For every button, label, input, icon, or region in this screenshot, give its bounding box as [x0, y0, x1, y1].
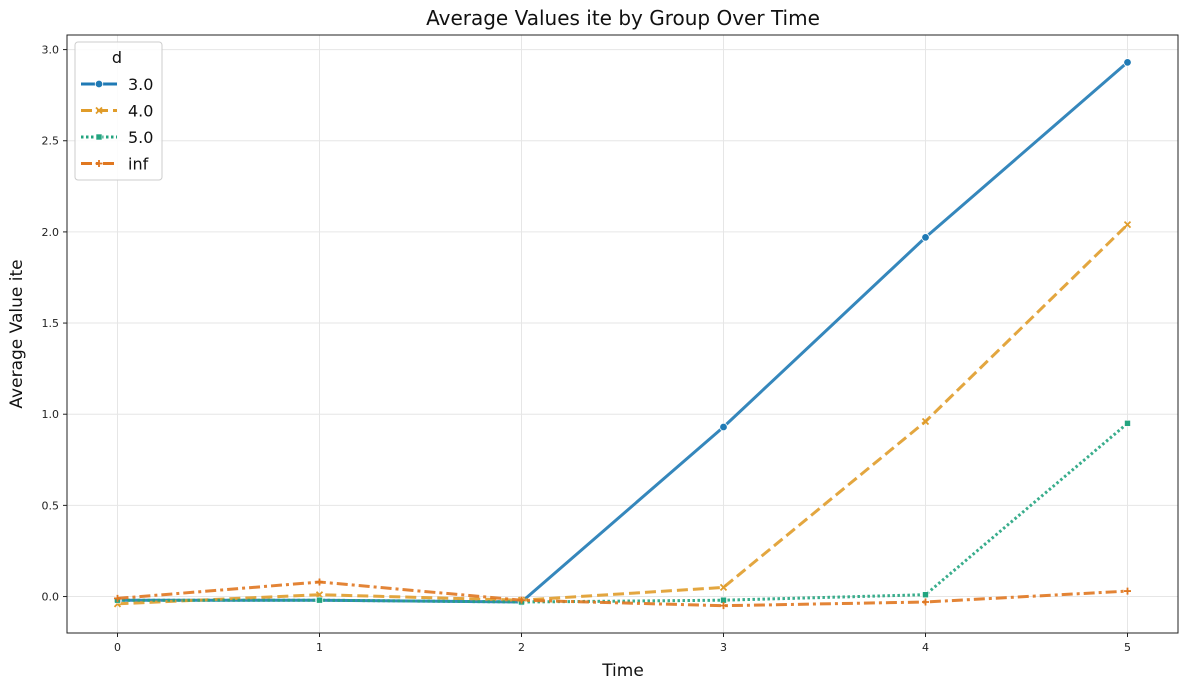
y-tick-label: 1.0 [42, 408, 60, 421]
series-line-3.0 [117, 61, 1129, 604]
grid-layer [67, 35, 1178, 633]
x-tick-label: 0 [114, 641, 121, 654]
data-point [1123, 58, 1132, 67]
data-point [922, 591, 929, 599]
legend-label: 4.0 [128, 102, 153, 121]
y-tick-label: 0.5 [42, 499, 60, 512]
data-point [316, 578, 323, 586]
y-tick-label: 0.0 [42, 591, 60, 604]
data-point [1124, 420, 1131, 427]
x-tick-label: 2 [518, 641, 525, 654]
legend: d 3.0 4.0 5.0 inf [74, 41, 163, 181]
legend-item-5.0: 5.0 [81, 128, 153, 147]
data-point [922, 598, 929, 606]
plot-frame [66, 34, 1179, 634]
data-point [719, 422, 728, 432]
series-line-5.0 [117, 422, 1129, 604]
y-tick-label: 3.0 [42, 44, 60, 57]
y-tick-label: 2.0 [42, 226, 60, 239]
legend-item-3.0: 3.0 [81, 75, 153, 94]
series-line-inf [117, 580, 1128, 608]
legend-label: 3.0 [128, 75, 153, 94]
legend-label: inf [128, 155, 149, 174]
y-axis-title: Average Value ite [7, 259, 27, 408]
data-point [114, 594, 121, 602]
data-point [315, 591, 324, 599]
legend-item-4.0: 4.0 [81, 102, 153, 121]
data-point [921, 417, 930, 426]
data-point [316, 596, 323, 604]
x-axis-title: Time [601, 661, 644, 681]
x-tick-label: 3 [720, 641, 727, 654]
data-point [1123, 220, 1132, 229]
data-point [719, 583, 728, 592]
axes-layer: 0 1 2 3 4 5 0.0 0.5 1.0 1.5 2.0 2.5 3.0 [42, 34, 1179, 654]
legend-title: d [112, 48, 122, 67]
data-point [1124, 587, 1131, 595]
x-tick-label: 5 [1124, 641, 1131, 654]
legend-marker [94, 79, 104, 89]
data-point [921, 233, 930, 242]
x-tick-label: 4 [922, 641, 929, 654]
legend-marker [95, 106, 103, 115]
data-point [518, 596, 525, 604]
legend-marker [95, 160, 103, 167]
legend-item-inf: inf [81, 155, 149, 174]
series-inf [114, 578, 1131, 610]
legend-marker [95, 133, 103, 141]
x-tick-label: 1 [316, 641, 323, 654]
chart-title: Average Values ite by Group Over Time [426, 6, 820, 30]
legend-box [74, 41, 163, 181]
series-layer [113, 58, 1132, 610]
series-line-4.0 [117, 223, 1129, 606]
y-tick-label: 1.5 [42, 317, 60, 330]
legend-label: 5.0 [128, 128, 153, 147]
y-tick-label: 2.5 [42, 135, 60, 148]
data-point [720, 602, 727, 610]
